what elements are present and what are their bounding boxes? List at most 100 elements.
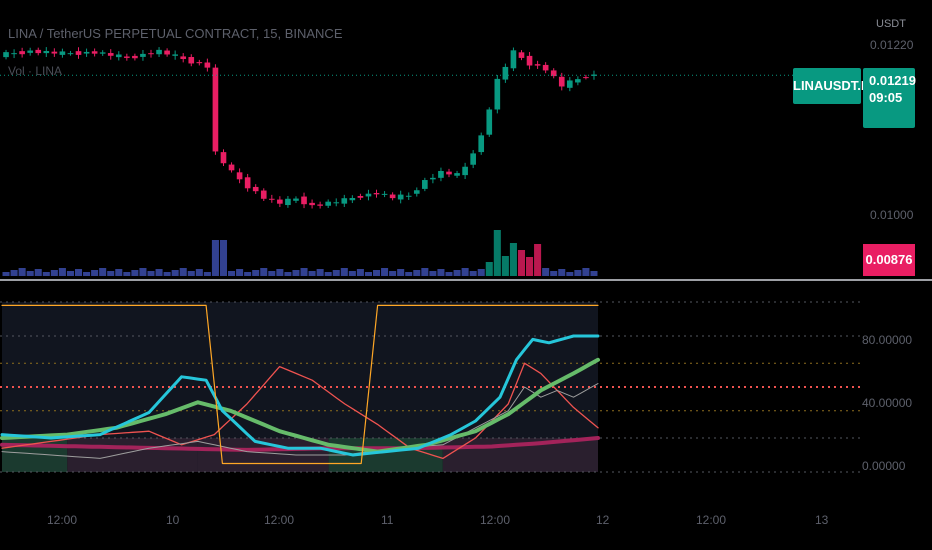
osc-series-line	[0, 357, 600, 454]
candle-body	[3, 52, 9, 58]
volume-bar	[469, 271, 477, 276]
osc-series-line	[1, 383, 599, 459]
last-price-badge[interactable]: 0.01219 09:05	[863, 68, 916, 128]
candle-body	[228, 164, 235, 171]
candle-body	[494, 78, 501, 110]
candle-body	[550, 70, 557, 77]
volume-bar	[123, 272, 131, 276]
candle-body	[124, 56, 130, 58]
volume-bar	[179, 268, 187, 276]
volume-bar	[42, 272, 50, 276]
candle-body	[35, 49, 42, 54]
osc-axis-label-80: 80.00000	[862, 333, 913, 347]
volume-bar	[219, 240, 228, 276]
volume-bar	[268, 271, 276, 276]
candle-body	[575, 79, 581, 83]
candle-body	[397, 194, 404, 200]
candle-body	[357, 195, 364, 198]
osc-axis-label-0: 0.00000	[862, 459, 906, 473]
candle-body	[325, 201, 332, 206]
volume-bar	[542, 268, 550, 276]
volume-bars	[2, 230, 598, 276]
volume-bar	[421, 268, 429, 276]
candle-body	[558, 76, 565, 87]
time-label: 12:00	[696, 513, 727, 527]
volume-bar	[107, 271, 115, 276]
volume-bar	[590, 271, 598, 276]
time-label: 12	[596, 513, 610, 527]
volume-bar	[252, 270, 260, 276]
volume-bar	[485, 262, 493, 276]
candle-body	[180, 56, 187, 60]
volume-bar	[292, 270, 300, 276]
candle-body	[115, 54, 122, 58]
symbol-badge[interactable]: LINAUSDT.P	[793, 68, 870, 104]
volume-bar	[171, 270, 179, 276]
candle-body	[502, 66, 509, 80]
osc-lower-zone	[67, 438, 198, 472]
candle-body	[164, 50, 170, 55]
candle-body	[140, 53, 146, 57]
candle-body	[285, 198, 291, 206]
volume-bar	[413, 270, 421, 276]
candle-countdown: 09:05	[869, 90, 903, 105]
candle-body	[583, 77, 589, 79]
volume-bar	[437, 269, 445, 276]
candle-body	[236, 172, 243, 180]
volume-bar	[461, 268, 469, 276]
volume-bar	[163, 272, 171, 276]
candle-body	[454, 173, 460, 176]
volume-bar	[99, 268, 107, 276]
candle-body	[91, 51, 98, 54]
volume-bar	[115, 269, 123, 276]
price-axis-label-mid: 0.01000	[870, 208, 914, 222]
volume-bar	[340, 268, 348, 276]
volume-bar	[244, 272, 252, 276]
candle-body	[365, 193, 372, 197]
volume-bar	[58, 268, 66, 276]
candle-body	[51, 51, 58, 54]
volume-bar	[356, 269, 364, 276]
volume-bar	[526, 257, 534, 276]
volume-bar	[517, 250, 526, 276]
volume-bar	[203, 272, 211, 276]
volume-bar	[381, 268, 389, 276]
candle-body	[212, 67, 219, 152]
volume-bar	[50, 270, 58, 276]
candle-body	[204, 62, 211, 68]
volume-bar	[405, 272, 413, 276]
volume-bar	[501, 256, 509, 276]
candle-body	[19, 51, 25, 55]
volume-bar	[509, 243, 517, 276]
candle-body	[260, 190, 267, 199]
candle-body	[244, 177, 251, 189]
volume-bar	[429, 271, 437, 276]
candle-body	[446, 171, 452, 175]
osc-series-line	[0, 334, 600, 457]
currency-label: USDT	[876, 18, 906, 30]
volume-bar	[493, 230, 501, 276]
candle-body	[75, 51, 82, 55]
volume-bar	[558, 269, 566, 276]
volume-bar	[308, 271, 316, 276]
volume-bar	[155, 269, 163, 276]
volume-bar	[26, 271, 34, 276]
candle-body	[510, 50, 517, 69]
volume-bar	[534, 244, 542, 276]
candle-body	[196, 62, 203, 64]
osc-series-line	[1, 304, 599, 465]
volume-bar	[34, 269, 42, 276]
candle-body	[317, 204, 323, 206]
candle-body	[591, 74, 597, 76]
volume-bar	[10, 270, 18, 276]
volume-bar	[582, 268, 590, 276]
time-label: 11	[381, 513, 394, 527]
candle-body	[11, 53, 17, 55]
candle-body	[341, 198, 348, 204]
volume-bar	[316, 269, 324, 276]
candle-body	[381, 193, 388, 195]
volume-bar	[66, 271, 74, 276]
volume-bar	[574, 270, 582, 276]
volume-bar	[260, 268, 268, 276]
candle-body	[430, 177, 436, 180]
